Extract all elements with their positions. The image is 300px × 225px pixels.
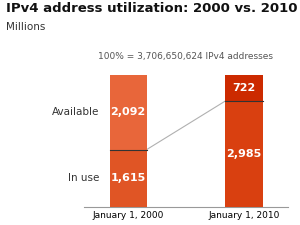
Bar [110,150,147,207]
Bar [110,75,147,150]
Text: IPv4 address utilization: 2000 vs. 2010: IPv4 address utilization: 2000 vs. 2010 [6,2,298,15]
Text: 2,985: 2,985 [226,149,262,159]
Text: 100% = 3,706,650,624 IPv4 addresses: 100% = 3,706,650,624 IPv4 addresses [98,52,274,61]
Text: 1,615: 1,615 [110,173,146,183]
Text: Millions: Millions [6,22,45,32]
Text: 2,092: 2,092 [110,108,146,117]
Text: In use: In use [68,173,99,183]
Text: 722: 722 [232,83,256,93]
Text: Available: Available [52,108,99,117]
Bar [225,101,262,207]
Bar [225,75,262,101]
